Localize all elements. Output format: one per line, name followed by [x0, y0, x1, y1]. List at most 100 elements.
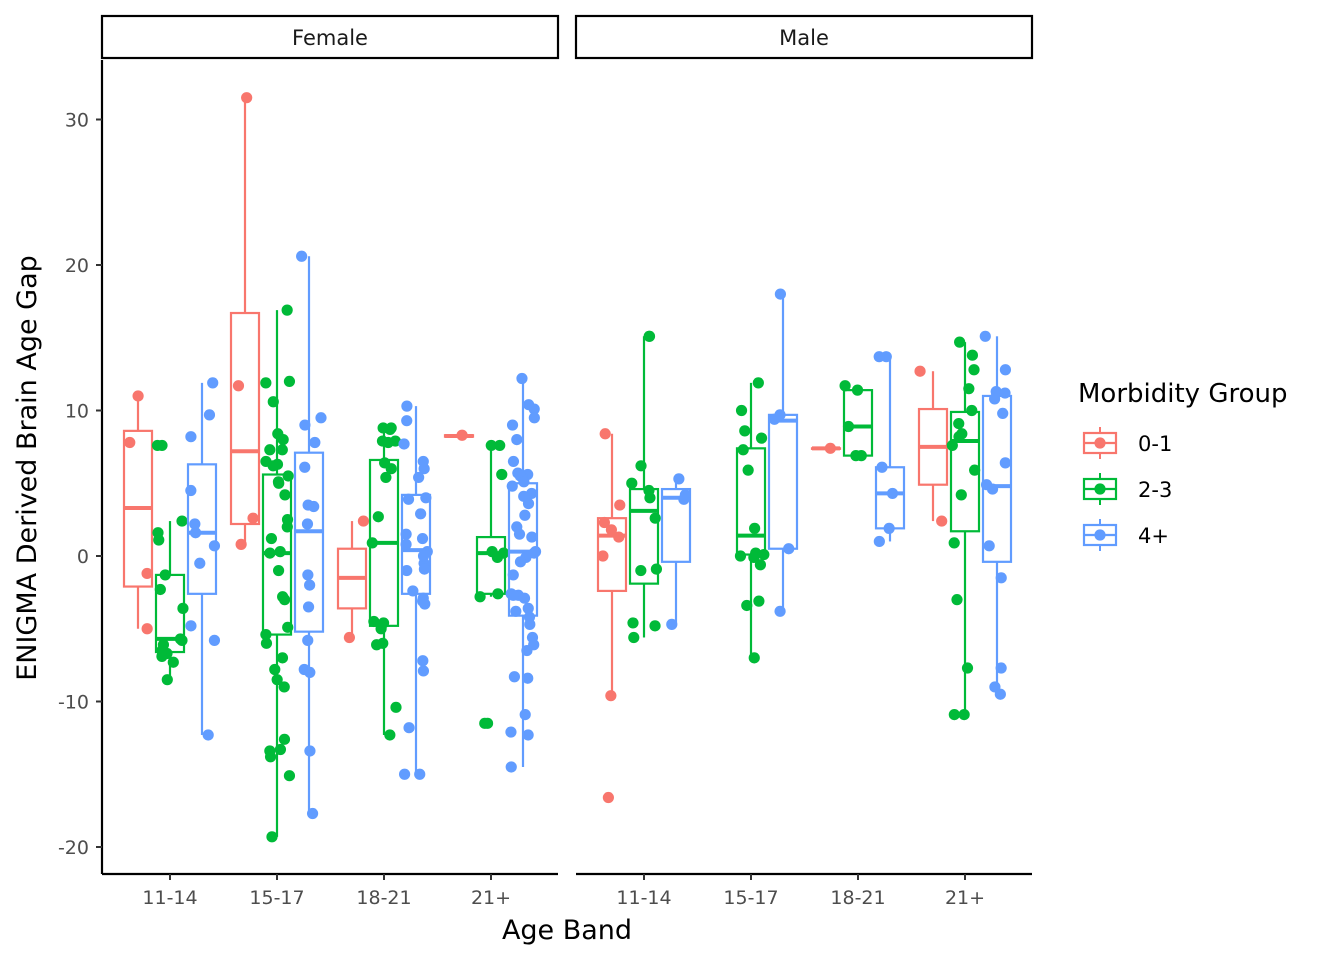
- data-point: [522, 602, 534, 614]
- data-point: [379, 457, 391, 469]
- data-point: [644, 492, 656, 504]
- data-point: [402, 493, 415, 505]
- data-point: [737, 444, 749, 456]
- data-point: [302, 569, 314, 581]
- data-point: [185, 431, 197, 443]
- data-point: [185, 620, 197, 632]
- box-female-2-1: [366, 422, 402, 741]
- data-point: [999, 387, 1011, 399]
- data-point: [946, 439, 958, 452]
- data-point: [377, 617, 390, 629]
- data-point: [613, 531, 625, 543]
- data-point: [420, 492, 432, 504]
- legend-key-point: [1094, 529, 1106, 541]
- data-point: [176, 515, 188, 527]
- data-point: [417, 550, 430, 562]
- data-point: [194, 557, 206, 569]
- data-point: [953, 417, 965, 430]
- y-tick-label-0: -20: [58, 837, 89, 859]
- data-point: [528, 547, 540, 559]
- data-point: [748, 652, 760, 664]
- data-point: [189, 527, 202, 539]
- data-point: [208, 540, 221, 552]
- data-point: [605, 524, 618, 536]
- y-tick-label-3: 10: [65, 401, 89, 423]
- data-point: [281, 304, 293, 316]
- data-point: [401, 400, 413, 412]
- data-point: [474, 591, 486, 603]
- data-point: [936, 515, 948, 527]
- data-point: [272, 564, 285, 577]
- data-point: [235, 538, 247, 550]
- legend: Morbidity Group 0-1 2-3 4+: [1078, 379, 1288, 551]
- box-iqr: [229, 311, 261, 526]
- data-point: [400, 538, 412, 550]
- data-point: [414, 768, 426, 780]
- box-male-3-2: [979, 330, 1013, 700]
- y-axis: -20 -10 0 10 20 30: [58, 60, 104, 874]
- box-male-3-0: [914, 365, 949, 527]
- data-point: [649, 512, 661, 524]
- data-point: [955, 489, 967, 501]
- data-point: [407, 585, 419, 597]
- data-point: [260, 637, 273, 649]
- data-point: [758, 548, 770, 561]
- box-female-3-1: [474, 439, 510, 729]
- data-point: [873, 351, 885, 363]
- data-point: [605, 690, 617, 702]
- box-male-0-2: [660, 473, 692, 630]
- data-point: [528, 412, 540, 424]
- data-point: [524, 618, 536, 630]
- data-point: [157, 639, 170, 651]
- data-point: [302, 601, 315, 613]
- box-female-3-2: [505, 372, 542, 773]
- data-point: [207, 377, 219, 389]
- data-point: [299, 419, 311, 431]
- data-point: [366, 537, 378, 549]
- data-point: [635, 564, 647, 577]
- box-male-2-2: [873, 351, 906, 548]
- data-point: [989, 393, 1001, 405]
- data-point: [510, 605, 522, 617]
- data-point: [518, 592, 531, 604]
- data-point: [979, 330, 991, 342]
- data-point: [951, 594, 963, 606]
- x-axis-title: Age Band: [502, 915, 632, 946]
- data-point: [963, 383, 975, 395]
- box-iqr: [475, 535, 507, 595]
- data-point: [492, 588, 504, 600]
- data-point: [274, 743, 287, 756]
- data-point: [368, 615, 380, 628]
- data-point: [279, 489, 291, 501]
- data-point: [271, 674, 283, 686]
- data-point: [304, 745, 316, 757]
- data-point: [274, 546, 286, 558]
- data-point: [278, 681, 290, 693]
- box-male-1-1: [734, 377, 770, 664]
- panel-female: [122, 92, 542, 843]
- data-point: [202, 729, 214, 741]
- data-point: [403, 722, 415, 734]
- data-point: [308, 500, 320, 513]
- data-point: [398, 768, 411, 780]
- data-point: [384, 729, 396, 741]
- data-point: [983, 540, 995, 552]
- legend-key-point: [1094, 483, 1106, 495]
- box-male-0-0: [596, 428, 628, 804]
- data-point: [995, 572, 1007, 584]
- data-point: [999, 364, 1012, 376]
- data-point: [507, 455, 520, 468]
- data-point: [958, 708, 970, 721]
- data-point: [739, 425, 751, 437]
- data-point: [513, 528, 526, 540]
- data-point: [742, 464, 754, 476]
- data-point: [304, 666, 316, 679]
- data-point: [141, 567, 153, 580]
- data-point: [269, 663, 281, 676]
- data-point: [505, 761, 517, 773]
- data-point: [174, 633, 186, 645]
- data-point: [260, 628, 272, 641]
- data-point: [505, 726, 517, 738]
- data-point: [247, 512, 259, 524]
- y-axis-title: ENIGMA Derived Brain Age Gap: [12, 255, 43, 681]
